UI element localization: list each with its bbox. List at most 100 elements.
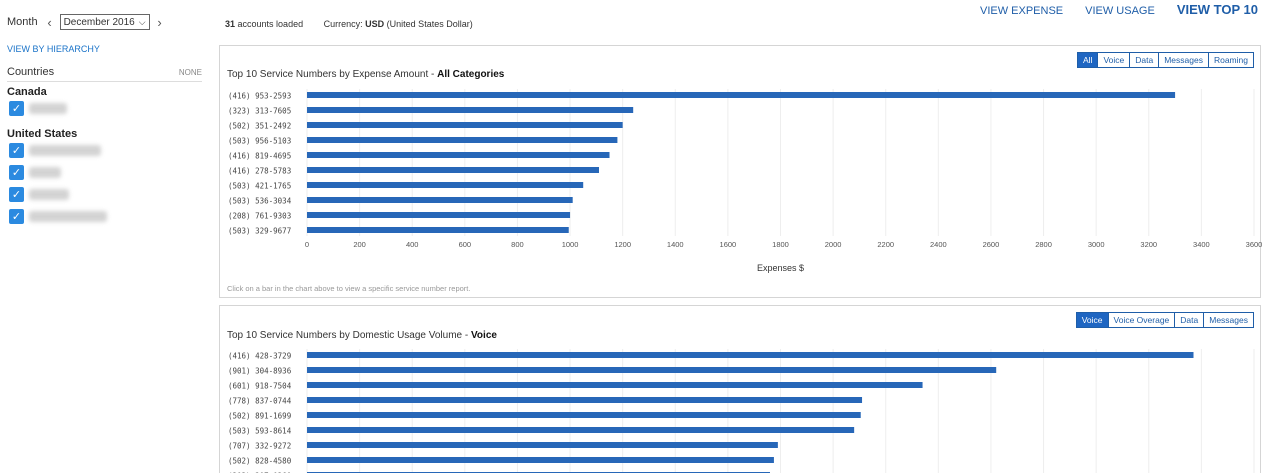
countries-header: Countries NONE xyxy=(7,66,202,82)
checkbox-checked-icon[interactable]: ✓ xyxy=(9,209,24,224)
accounts-count: 31 xyxy=(225,19,236,29)
bar[interactable] xyxy=(307,457,774,463)
bar[interactable] xyxy=(307,427,855,433)
view-expense-link[interactable]: VIEW EXPENSE xyxy=(980,5,1064,17)
category-label: (601) 918-7504 xyxy=(228,382,292,391)
category-label: (502) 351-2492 xyxy=(228,122,291,131)
x-tick-label: 1000 xyxy=(562,240,579,249)
category-filter-group: All Voice Data Messages Roaming xyxy=(1077,52,1254,68)
panel-title-category: All Categories xyxy=(437,69,505,80)
checkbox-checked-icon[interactable]: ✓ xyxy=(9,165,24,180)
x-tick-label: 1800 xyxy=(772,240,789,249)
category-label: (416) 953-2593 xyxy=(228,92,291,101)
accounts-info: 31 accounts loaded Currency: USD (United… xyxy=(225,19,473,29)
category-label: (416) 278-5783 xyxy=(228,167,291,176)
category-label: (502) 891-1699 xyxy=(228,412,291,421)
category-label: (208) 761-9303 xyxy=(228,212,291,221)
bar[interactable] xyxy=(307,352,1194,358)
x-tick-label: 200 xyxy=(353,240,366,249)
currency-label: Currency: xyxy=(323,19,363,29)
checkbox-checked-icon[interactable]: ✓ xyxy=(9,187,24,202)
view-usage-link[interactable]: VIEW USAGE xyxy=(1085,5,1155,17)
redacted-label xyxy=(29,189,69,200)
bar[interactable] xyxy=(307,412,861,418)
checkbox-item[interactable]: ✓ xyxy=(9,187,69,202)
usage-chart-panel: Voice Voice Overage Data Messages Top 10 Se… xyxy=(219,305,1261,473)
bar[interactable] xyxy=(307,212,571,218)
currency-code: USD xyxy=(365,19,385,29)
select-none-link[interactable]: NONE xyxy=(178,68,202,77)
x-tick-label: 2600 xyxy=(983,240,1000,249)
bar[interactable] xyxy=(307,397,863,403)
country-canada: Canada xyxy=(7,86,47,98)
category-label: (502) 828-4580 xyxy=(228,457,292,466)
bar[interactable] xyxy=(307,152,610,158)
panel-title-prefix: Top 10 Service Numbers by Domestic Usage… xyxy=(227,330,469,341)
category-label: (503) 421-1765 xyxy=(228,182,291,191)
bar[interactable] xyxy=(307,92,1176,98)
view-top10-link[interactable]: VIEW TOP 10 xyxy=(1176,2,1258,17)
panel-title-category: Voice xyxy=(471,330,497,341)
view-by-hierarchy-link[interactable]: VIEW BY HIERARCHY xyxy=(7,44,100,54)
bar[interactable] xyxy=(307,167,599,173)
chevron-down-icon: ⌵ xyxy=(138,16,146,27)
category-label: (503) 329-9677 xyxy=(228,227,291,236)
expense-bar-chart[interactable]: (416) 953-2593 (323) 313-7605 (502) 351-24… xyxy=(220,46,1262,286)
bar[interactable] xyxy=(307,227,569,233)
bar[interactable] xyxy=(307,137,618,143)
bar[interactable] xyxy=(307,182,584,188)
filter-button-all[interactable]: All xyxy=(1077,52,1099,68)
filter-button-roaming[interactable]: Roaming xyxy=(1208,52,1254,68)
x-tick-label: 3600 xyxy=(1246,240,1262,249)
filter-button-messages[interactable]: Messages xyxy=(1159,52,1209,68)
checkbox-item[interactable]: ✓ xyxy=(9,165,61,180)
category-label: (778) 837-0744 xyxy=(228,397,292,406)
chart-footnote: Click on a bar in the chart above to vie… xyxy=(227,284,471,293)
bar[interactable] xyxy=(307,442,778,448)
filter-button-data[interactable]: Data xyxy=(1130,52,1160,68)
bar[interactable] xyxy=(307,382,923,388)
category-label: (416) 819-4695 xyxy=(228,152,291,161)
filter-button-voice[interactable]: Voice xyxy=(1098,52,1131,68)
bar[interactable] xyxy=(307,107,634,113)
redacted-label xyxy=(29,145,101,156)
x-tick-label: 1400 xyxy=(667,240,684,249)
filter-button-voice-overage[interactable]: Voice Overage xyxy=(1108,312,1176,328)
filter-button-data[interactable]: Data xyxy=(1175,312,1205,328)
filter-button-voice[interactable]: Voice xyxy=(1075,312,1109,328)
category-label: (901) 304-8936 xyxy=(228,367,292,376)
bar[interactable] xyxy=(307,122,623,128)
usage-bar-chart[interactable]: (416) 428-3729 (901) 304-8936 (601) 918-75… xyxy=(220,306,1262,473)
panel-title: Top 10 Service Numbers by Expense Amount… xyxy=(227,69,504,80)
x-axis-label: Expenses $ xyxy=(757,263,804,273)
checkbox-item[interactable]: ✓ xyxy=(9,209,107,224)
sidebar: Month ‹ December 2016 ⌵ › VIEW BY HIERAR… xyxy=(0,0,210,473)
redacted-label xyxy=(29,103,67,114)
redacted-label xyxy=(29,211,107,222)
category-label: (416) 428-3729 xyxy=(228,352,291,361)
next-month-icon[interactable]: › xyxy=(157,14,162,30)
month-label: Month xyxy=(7,16,38,28)
checkbox-checked-icon[interactable]: ✓ xyxy=(9,143,24,158)
prev-month-icon[interactable]: ‹ xyxy=(47,14,52,30)
x-tick-label: 0 xyxy=(305,240,309,249)
category-label: (503) 536-3034 xyxy=(228,197,292,206)
month-dropdown[interactable]: December 2016 ⌵ xyxy=(59,14,150,30)
accounts-text: accounts loaded xyxy=(237,19,304,29)
filter-button-messages[interactable]: Messages xyxy=(1204,312,1254,328)
checkbox-checked-icon[interactable]: ✓ xyxy=(9,101,24,116)
category-label: (323) 313-7605 xyxy=(228,107,291,116)
bar[interactable] xyxy=(307,367,997,373)
checkbox-item[interactable]: ✓ xyxy=(9,143,101,158)
x-tick-label: 1600 xyxy=(720,240,737,249)
x-tick-label: 3200 xyxy=(1140,240,1157,249)
panel-title: Top 10 Service Numbers by Domestic Usage… xyxy=(227,330,497,341)
x-tick-label: 2400 xyxy=(930,240,947,249)
country-united-states: United States xyxy=(7,128,78,140)
bar[interactable] xyxy=(307,197,573,203)
month-selector: Month ‹ December 2016 ⌵ › xyxy=(7,14,165,30)
x-tick-label: 2800 xyxy=(1035,240,1052,249)
x-tick-label: 800 xyxy=(511,240,524,249)
redacted-label xyxy=(29,167,61,178)
checkbox-item[interactable]: ✓ xyxy=(9,101,67,116)
